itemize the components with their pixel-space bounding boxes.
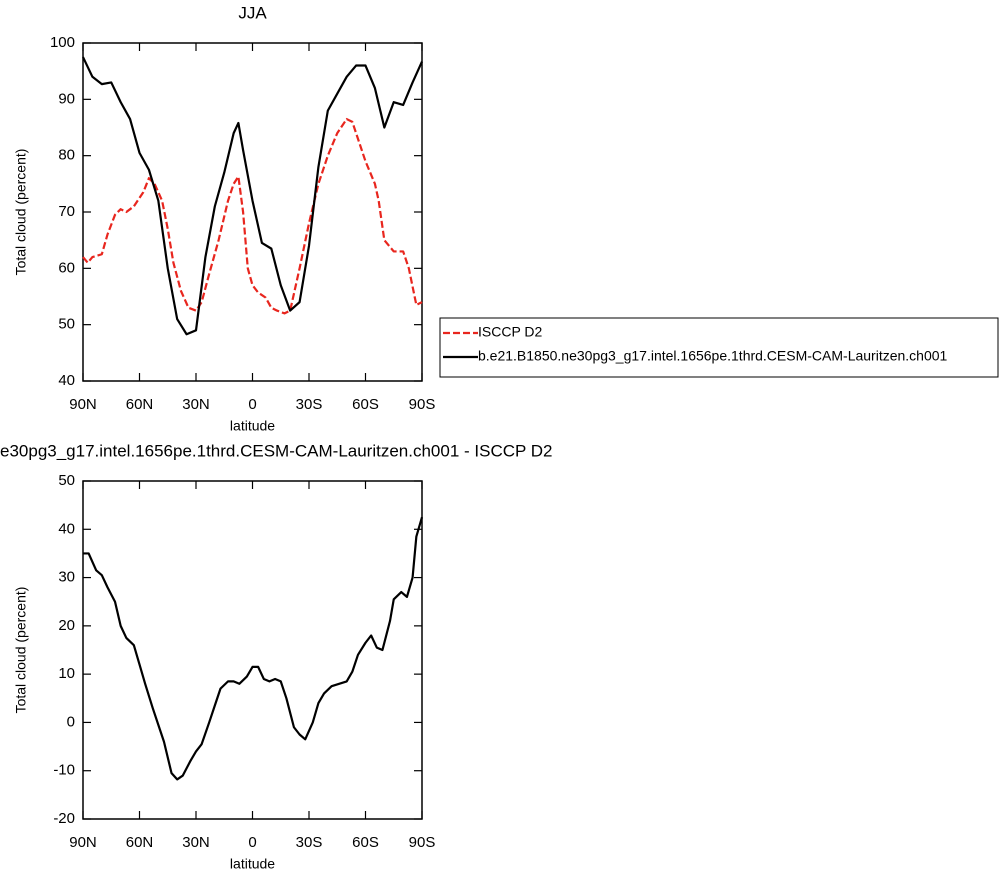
plot-frame [82, 42, 423, 382]
x-tick-label: 60S [352, 834, 379, 851]
x-tick-label: 30S [296, 834, 323, 851]
x-axis-label: latitude [230, 418, 275, 434]
data-line [82, 56, 424, 336]
y-tick-label: 0 [67, 713, 75, 730]
x-tick-label: 90N [69, 396, 97, 413]
y-tick-label: -10 [53, 762, 75, 779]
y-axis-label: Total cloud (percent) [13, 587, 29, 714]
legend-box [439, 317, 999, 378]
data-line [82, 117, 423, 315]
y-tick-label: 70 [58, 203, 75, 220]
x-tick-label: 30N [182, 834, 210, 851]
x-tick-label: 0 [248, 396, 256, 413]
y-tick-label: 30 [58, 569, 75, 586]
y-tick-label: 50 [58, 316, 75, 333]
chart-title: JJA [238, 3, 267, 22]
y-tick-label: -20 [53, 810, 75, 827]
y-tick-label: 50 [58, 472, 75, 489]
plot-frame [82, 480, 423, 820]
y-tick-label: 40 [58, 372, 75, 389]
x-tick-label: 60N [126, 834, 154, 851]
y-tick-label: 90 [58, 90, 75, 107]
x-tick-label: 90S [409, 834, 436, 851]
x-tick-label: 30S [296, 396, 323, 413]
x-tick-label: 60S [352, 396, 379, 413]
x-tick-label: 90S [409, 396, 436, 413]
y-tick-label: 100 [50, 34, 75, 51]
x-axis-label: latitude [230, 856, 275, 872]
x-tick-label: 60N [126, 396, 154, 413]
y-tick-label: 20 [58, 617, 75, 634]
x-tick-label: 30N [182, 396, 210, 413]
y-axis-label: Total cloud (percent) [13, 149, 29, 276]
legend-label: ISCCP D2 [478, 324, 543, 340]
y-tick-label: 80 [58, 147, 75, 164]
y-tick-label: 60 [58, 259, 75, 276]
legend-label: b.e21.B1850.ne30pg3_g17.intel.1656pe.1th… [478, 348, 948, 364]
y-tick-label: 10 [58, 665, 75, 682]
y-tick-label: 40 [58, 520, 75, 537]
x-tick-label: 0 [248, 834, 256, 851]
chart-title: e30pg3_g17.intel.1656pe.1thrd.CESM-CAM-L… [0, 441, 553, 460]
data-line [83, 516, 424, 781]
x-tick-label: 90N [69, 834, 97, 851]
